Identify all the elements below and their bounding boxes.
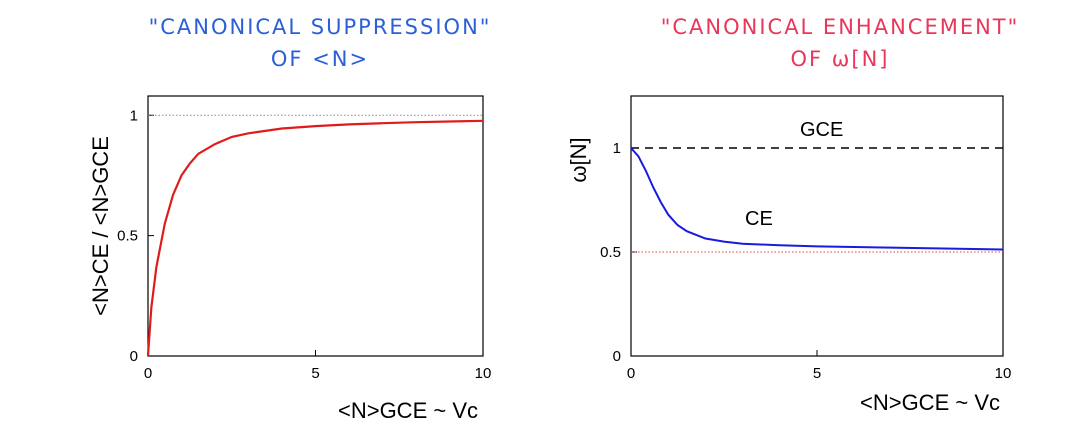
left-x-tick-label: 10: [475, 365, 492, 382]
right-y-tick-label: 1: [613, 140, 621, 157]
right-x-axis-label: <N>GCE ~ Vc: [860, 390, 1000, 415]
right-annotation-gce: GCE: [800, 119, 843, 141]
right-title-line2: OF ω[N]: [790, 47, 890, 71]
left-y-tick-label: 0: [130, 348, 138, 365]
left-x-axis-label: <N>GCE ~ Vc: [338, 398, 478, 423]
right-x-tick-label: 0: [627, 365, 635, 382]
left-title-line2: OF <N>: [270, 47, 370, 71]
right-y-axis-label: ω[N]: [566, 137, 591, 182]
right-annotation-ce: CE: [745, 208, 773, 230]
left-title: "CANONICAL SUPPRESSION" OF <N>: [110, 14, 530, 72]
left-y-tick-label: 0.5: [117, 228, 138, 245]
right-series-ce-line: [630, 147, 1004, 251]
left-x-tick-label: 0: [144, 365, 152, 382]
right-x-tick-label: 5: [813, 365, 821, 382]
right-title: "CANONICAL ENHANCEMENT" OF ω[N]: [620, 14, 1060, 72]
right-x-tick-label: 10: [995, 365, 1012, 382]
right-y-tick-label: 0.5: [600, 244, 621, 261]
right-title-line1: "CANONICAL ENHANCEMENT": [660, 15, 1020, 39]
left-title-line1: "CANONICAL SUPPRESSION": [148, 15, 492, 39]
right-y-tick-label: 0: [613, 348, 621, 365]
left-y-tick-label: 1: [130, 107, 138, 124]
left-y-axis-label: <N>CE / <N>GCE: [88, 136, 113, 316]
left-series-line: [146, 119, 484, 357]
left-x-tick-label: 5: [311, 365, 319, 382]
